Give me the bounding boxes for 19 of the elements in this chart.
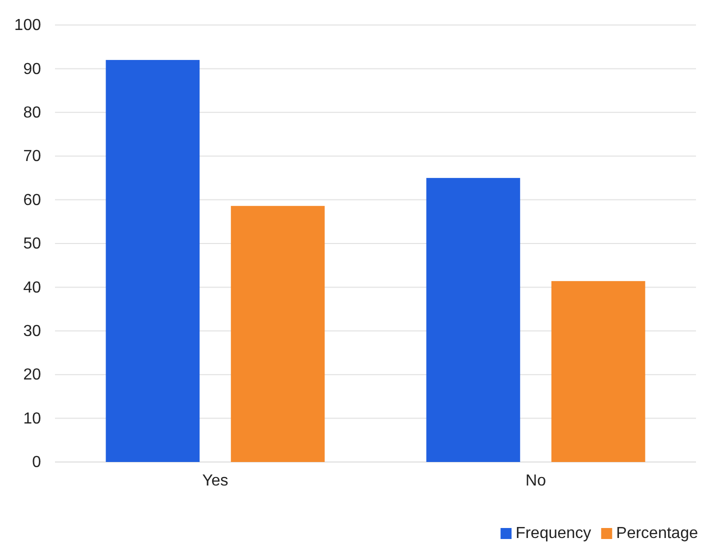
y-tick-label: 70: [23, 148, 42, 166]
y-tick-label: 80: [23, 104, 42, 122]
y-tick-label: 40: [23, 279, 42, 296]
bar: [551, 281, 646, 462]
y-tick-label: 10: [23, 410, 42, 428]
y-tick-label: 60: [23, 192, 42, 209]
legend-label: Frequency: [516, 525, 592, 542]
x-tick-label: No: [526, 472, 546, 490]
bar: [230, 206, 325, 462]
bar: [426, 178, 520, 462]
x-tick-label: Yes: [202, 472, 228, 490]
y-tick-label: 20: [23, 366, 42, 384]
y-tick-label: 100: [14, 17, 42, 34]
y-tick-label: 50: [23, 236, 42, 253]
legend-label: Percentage: [616, 525, 698, 542]
bar: [106, 60, 200, 462]
y-tick-label: 30: [23, 323, 42, 340]
y-tick-label: 90: [23, 60, 42, 78]
y-tick-label: 0: [32, 454, 42, 472]
